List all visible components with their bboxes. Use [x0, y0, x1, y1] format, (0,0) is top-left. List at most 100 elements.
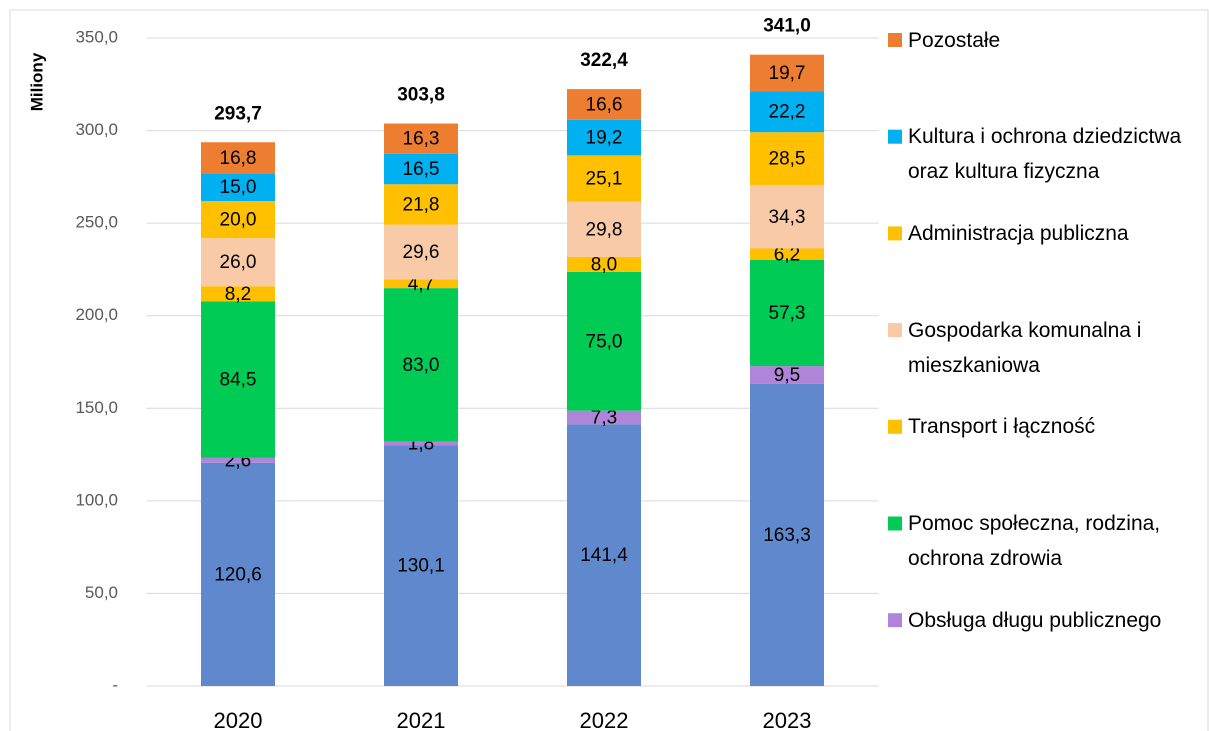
bar-segment [567, 257, 641, 272]
y-tick-label: - [112, 675, 118, 694]
data-label: 57,3 [769, 303, 806, 324]
data-label: 29,8 [586, 219, 623, 240]
bar-segment [750, 185, 824, 249]
y-tick-label: 50,0 [85, 583, 118, 602]
total-label: 303,8 [397, 85, 445, 106]
x-tick-label: 2021 [397, 708, 446, 731]
legend-label: Pomoc społeczna, rodzina, ochrona zdrowi… [908, 512, 1161, 570]
data-label: 16,3 [403, 129, 440, 150]
data-label: 28,5 [769, 149, 806, 170]
bar-segment [384, 288, 458, 442]
data-label: 163,3 [763, 525, 811, 546]
legend-swatch [888, 129, 902, 144]
legend-swatch [888, 516, 902, 531]
bar-segment [384, 184, 458, 225]
total-label: 293,7 [214, 103, 262, 124]
data-label: 34,3 [769, 207, 806, 228]
y-tick-label: 300,0 [75, 120, 118, 139]
data-label: 84,5 [220, 370, 257, 391]
data-label: 141,4 [580, 545, 628, 566]
chart-frame [9, 9, 1209, 731]
bar-segment [384, 224, 458, 280]
y-axis-title: Miliony [27, 52, 46, 111]
data-label: 19,7 [769, 63, 806, 84]
total-label: 322,4 [580, 50, 628, 71]
legend-swatch [888, 323, 902, 338]
data-label: 8,2 [225, 284, 251, 305]
bar-segment [384, 441, 458, 446]
x-tick-label: 2023 [763, 708, 812, 731]
legend-swatch [888, 226, 902, 241]
bar-segment [567, 271, 641, 411]
bar-segment [750, 54, 824, 92]
data-label: 22,2 [769, 102, 806, 123]
data-label: 20,0 [220, 210, 257, 231]
bar-segment [750, 248, 824, 260]
legend-label: Gospodarka komunalna i mieszkaniowa [908, 318, 1142, 377]
legend-swatch [888, 33, 902, 47]
legend-item: Kultura i ochrona dziedzictwa oraz kultu… [908, 125, 1182, 184]
bar-segment [384, 445, 458, 686]
bar-segment [384, 279, 458, 289]
legend-label: Pozostałe [908, 28, 1001, 52]
legend-label: Obsługa długu publicznego [908, 608, 1162, 632]
y-tick-label: 100,0 [75, 490, 118, 509]
legend-item: Pomoc społeczna, rodzina, ochrona zdrowi… [908, 512, 1161, 570]
bar-segment [201, 173, 275, 202]
bar-segment [567, 410, 641, 425]
data-label: 83,0 [403, 355, 440, 376]
legend-item: Pozostałe [908, 28, 1001, 52]
bar-segment [750, 132, 824, 186]
data-label: 16,5 [403, 159, 440, 180]
bar-segment [750, 259, 824, 367]
legend-label: Kultura i ochrona dziedzictwa oraz kultu… [908, 125, 1182, 184]
bar-segment [201, 301, 275, 458]
legend-label: Transport i łączność [908, 415, 1096, 439]
legend-item: Administracja publiczna [908, 221, 1129, 245]
data-label: 19,2 [586, 128, 623, 149]
data-label: 25,1 [586, 169, 623, 190]
legend-label: Administracja publiczna [908, 221, 1129, 245]
bar-segment [567, 89, 641, 120]
bar-segment [201, 457, 275, 463]
legend-item: Obsługa długu publicznego [908, 608, 1162, 632]
legend-item: Gospodarka komunalna i mieszkaniowa [908, 318, 1142, 377]
bar-segment [201, 201, 275, 239]
bar-segment [201, 142, 275, 174]
bar-segment [567, 155, 641, 202]
y-tick-label: 350,0 [75, 27, 118, 46]
legend-item: Transport i łączność [908, 415, 1096, 439]
bar-segment [384, 153, 458, 185]
data-label: 8,0 [591, 254, 617, 275]
data-label: 16,6 [586, 94, 623, 115]
data-label: 6,2 [774, 244, 800, 265]
bar-segment [201, 238, 275, 287]
bar-segment [567, 424, 641, 686]
data-label: 29,6 [403, 242, 440, 263]
data-label: 21,8 [403, 194, 440, 215]
data-label: 130,1 [397, 556, 445, 577]
bar-segment [750, 91, 824, 133]
legend-swatch [888, 419, 902, 434]
bar-segment [384, 123, 458, 154]
bar-segment [567, 119, 641, 156]
data-label: 75,0 [586, 331, 623, 352]
y-tick-label: 200,0 [75, 305, 118, 324]
data-label: 120,6 [214, 564, 262, 585]
data-label: 9,5 [774, 365, 800, 386]
x-tick-label: 2020 [214, 708, 263, 731]
y-tick-label: 250,0 [75, 213, 118, 232]
x-tick-label: 2022 [580, 708, 629, 731]
legend-swatch [888, 613, 902, 628]
y-tick-label: 150,0 [75, 398, 118, 417]
bar-segment [201, 286, 275, 302]
total-label: 341,0 [763, 16, 811, 37]
bar-segment [201, 462, 275, 686]
data-label: 26,0 [220, 252, 257, 273]
data-label: 16,8 [220, 148, 257, 169]
data-label: 7,3 [591, 407, 617, 428]
data-label: 15,0 [220, 177, 257, 198]
bar-segment [750, 383, 824, 686]
bar-segment [567, 201, 641, 258]
